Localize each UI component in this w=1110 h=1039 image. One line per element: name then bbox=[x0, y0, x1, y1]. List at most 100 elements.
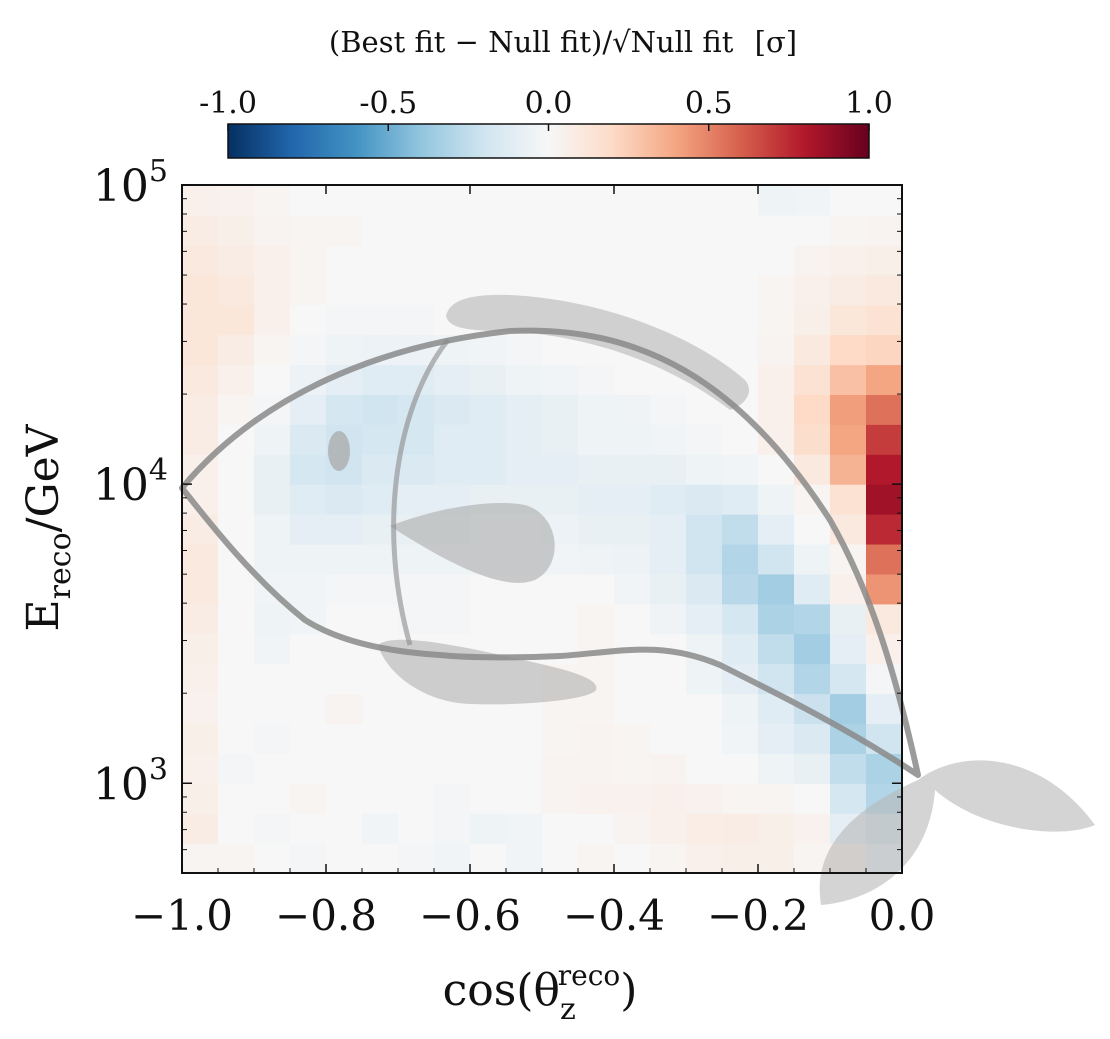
heatmap-cell bbox=[866, 274, 903, 306]
heatmap-cell bbox=[650, 723, 687, 754]
heatmap-cell bbox=[866, 424, 903, 455]
heatmap-cell bbox=[650, 813, 687, 844]
heatmap-cell bbox=[722, 753, 759, 784]
heatmap-cell bbox=[326, 603, 363, 635]
heatmap-cell bbox=[362, 693, 399, 725]
heatmap-cell bbox=[794, 813, 831, 844]
heatmap-cell bbox=[434, 813, 471, 844]
heatmap-cell bbox=[578, 573, 615, 605]
heatmap-cell bbox=[650, 573, 687, 605]
colorbar-tick-label: 0.0 bbox=[525, 86, 573, 121]
colorbar-tick-label: -0.5 bbox=[359, 86, 417, 121]
heatmap-cell bbox=[182, 214, 219, 246]
heatmap-cell bbox=[254, 214, 291, 246]
heatmap-cell bbox=[506, 753, 543, 784]
heatmap-cell bbox=[794, 364, 831, 395]
heatmap-cell bbox=[614, 813, 651, 844]
heatmap-cell bbox=[722, 514, 759, 545]
heatmap-cell bbox=[830, 364, 867, 395]
heatmap-cell bbox=[758, 723, 795, 754]
heatmap-cell bbox=[614, 843, 651, 874]
heatmap-cell bbox=[398, 573, 435, 605]
heatmap-cell bbox=[542, 394, 579, 425]
heatmap-cell bbox=[362, 813, 399, 844]
x-tick-label: −0.4 bbox=[563, 891, 665, 940]
heatmap-cell bbox=[398, 843, 435, 874]
heatmap-cell bbox=[218, 304, 255, 336]
heatmap-cell bbox=[182, 364, 219, 395]
heatmap-cell bbox=[650, 783, 687, 814]
heatmap-cell bbox=[218, 364, 255, 395]
heatmap-cell bbox=[434, 723, 471, 754]
heatmap-cell bbox=[830, 603, 867, 635]
heatmap-cell bbox=[290, 334, 327, 366]
heatmap-cell bbox=[470, 454, 507, 485]
heatmap-cell bbox=[614, 693, 651, 725]
heatmap-cell bbox=[578, 753, 615, 784]
heatmap-cell bbox=[506, 185, 543, 216]
heatmap-cell bbox=[866, 454, 903, 485]
heatmap-cell bbox=[182, 334, 219, 366]
heatmap-cell bbox=[758, 633, 795, 665]
heatmap-cell bbox=[362, 723, 399, 754]
heatmap-cell bbox=[290, 723, 327, 754]
heatmap-cell bbox=[362, 603, 399, 635]
heatmap-cell bbox=[362, 304, 399, 336]
heatmap-cell bbox=[254, 633, 291, 665]
heatmap-cell bbox=[326, 753, 363, 784]
heatmap-cell bbox=[254, 843, 291, 874]
heatmap-cell bbox=[686, 573, 723, 605]
heatmap-cell bbox=[542, 573, 579, 605]
heatmap-cell bbox=[614, 663, 651, 695]
heatmap-cell bbox=[290, 573, 327, 605]
heatmap-cell bbox=[614, 424, 651, 455]
heatmap-cell bbox=[506, 364, 543, 395]
heatmap-cell bbox=[722, 274, 759, 306]
heatmap-cell bbox=[398, 693, 435, 725]
heatmap-cell bbox=[254, 424, 291, 455]
heatmap-cell bbox=[290, 783, 327, 814]
heatmap-cell bbox=[722, 214, 759, 246]
colorbar-tick-label: 0.5 bbox=[685, 86, 733, 121]
heatmap-cell bbox=[398, 304, 435, 336]
heatmap-cell bbox=[866, 394, 903, 425]
heatmap-cell bbox=[326, 723, 363, 754]
heatmap-cell bbox=[398, 274, 435, 306]
whale-tail bbox=[819, 760, 1095, 905]
heatmap-cell bbox=[218, 244, 255, 276]
heatmap-cell bbox=[254, 274, 291, 306]
heatmap-cell bbox=[758, 813, 795, 844]
heatmap-cell bbox=[686, 843, 723, 874]
heatmap-cell bbox=[686, 753, 723, 784]
heatmap-cell bbox=[254, 753, 291, 784]
heatmap-cell bbox=[686, 663, 723, 695]
heatmap-cell bbox=[794, 514, 831, 545]
heatmap-cell bbox=[218, 185, 255, 216]
heatmap-cell bbox=[182, 693, 219, 725]
heatmap-cell bbox=[686, 185, 723, 216]
heatmap-cell bbox=[650, 424, 687, 455]
heatmap-cell bbox=[506, 394, 543, 425]
heatmap-cell bbox=[722, 484, 759, 515]
x-tick-label: −0.6 bbox=[419, 891, 521, 940]
heatmap-cell bbox=[470, 603, 507, 635]
heatmap-cell bbox=[254, 364, 291, 395]
heatmap-cell bbox=[470, 364, 507, 395]
colorbar-tick-labels: -1.0 -0.5 0.0 0.5 1.0 bbox=[199, 86, 893, 121]
heatmap-cell bbox=[722, 603, 759, 635]
heatmap-cell bbox=[506, 603, 543, 635]
heatmap-cell bbox=[398, 484, 435, 515]
heatmap-cell bbox=[182, 783, 219, 814]
heatmap-cell bbox=[254, 334, 291, 366]
heatmap-cell bbox=[434, 753, 471, 784]
heatmap-cell bbox=[650, 484, 687, 515]
heatmap-cell bbox=[830, 214, 867, 246]
heatmap-cell bbox=[470, 244, 507, 276]
heatmap-cell bbox=[866, 484, 903, 515]
heatmap-cell bbox=[362, 573, 399, 605]
heatmap-cell bbox=[722, 424, 759, 455]
heatmap-cell bbox=[398, 214, 435, 246]
heatmap-cell bbox=[614, 454, 651, 485]
heatmap-cell bbox=[290, 693, 327, 725]
heatmap-cell bbox=[722, 454, 759, 485]
